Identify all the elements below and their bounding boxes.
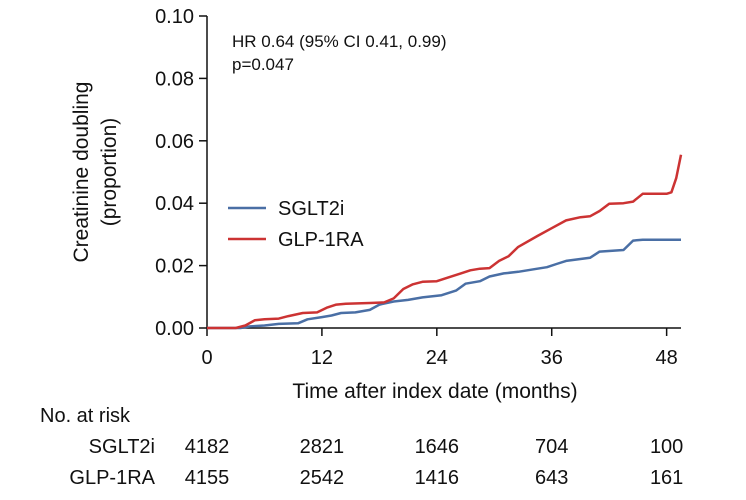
x-ticks: 0 12 24 36 48	[201, 328, 678, 369]
risk-count: 4155	[185, 467, 230, 489]
risk-count: 704	[535, 436, 568, 458]
risk-count: 1646	[415, 436, 460, 458]
risk-count: 161	[650, 467, 683, 489]
risk-count: 643	[535, 467, 568, 489]
risk-row-label: SGLT2i	[89, 436, 155, 458]
hazard-ratio-annotation: HR 0.64 (95% CI 0.41, 0.99)	[232, 32, 447, 51]
y-tick-label: 0.00	[155, 318, 194, 340]
y-tick-label: 0.08	[155, 68, 194, 90]
y-tick-label: 0.10	[155, 6, 194, 28]
legend: SGLT2i GLP-1RA	[228, 198, 364, 251]
y-tick-label: 0.02	[155, 256, 194, 278]
x-axis-label: Time after index date (months)	[292, 380, 577, 403]
risk-count: 2542	[300, 467, 345, 489]
risk-table-title: No. at risk	[40, 405, 131, 427]
x-tick-label: 36	[541, 347, 563, 369]
x-tick-label: 0	[201, 347, 212, 369]
y-ticks: 0.00 0.02 0.04 0.06 0.08 0.10	[155, 6, 207, 340]
risk-count: 2821	[300, 436, 345, 458]
x-tick-label: 24	[426, 347, 448, 369]
x-tick-label: 12	[311, 347, 333, 369]
y-axis-label-unit: (proportion)	[98, 118, 121, 227]
p-value-annotation: p=0.047	[232, 55, 294, 74]
risk-count: 4182	[185, 436, 230, 458]
legend-label-sglt2i: SGLT2i	[278, 198, 344, 220]
risk-table: SGLT2i 4182 2821 1646 704 100 GLP-1RA 4155 2542 1…	[69, 436, 683, 489]
y-tick-label: 0.06	[155, 131, 194, 153]
risk-row-label: GLP-1RA	[69, 467, 155, 489]
legend-label-glp1ra: GLP-1RA	[278, 229, 364, 251]
series-group	[207, 154, 683, 330]
risk-count: 1416	[415, 467, 460, 489]
x-tick-label: 48	[656, 347, 678, 369]
risk-count: 100	[650, 436, 683, 458]
y-axis-label: Creatinine doubling	[70, 82, 93, 263]
series-line-glp1ra	[207, 154, 683, 330]
series-line-sglt2i	[207, 238, 681, 330]
y-tick-label: 0.04	[155, 193, 194, 215]
